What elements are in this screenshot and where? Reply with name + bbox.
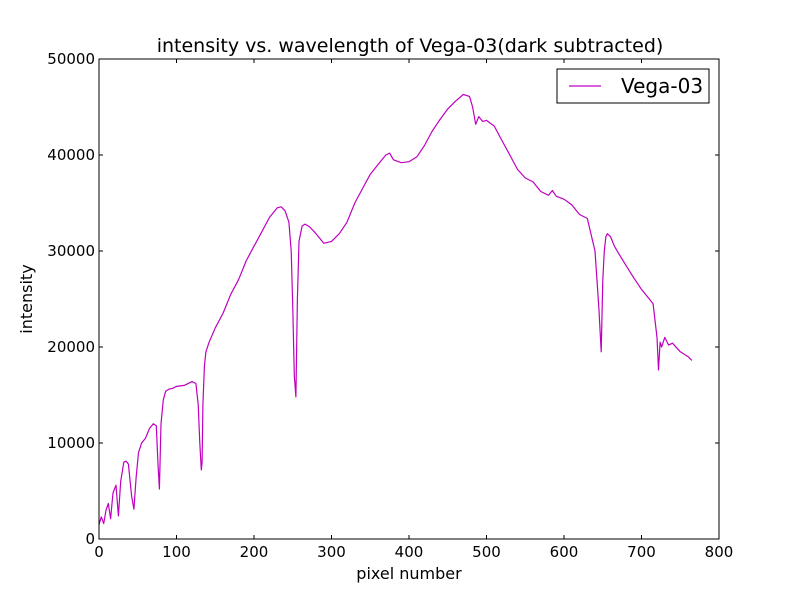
- x-axis-label: pixel number: [356, 564, 462, 583]
- x-tick-label: 600: [550, 543, 579, 561]
- x-tick-label: 0: [94, 543, 104, 561]
- plot-area: 0 100 200 300 400 500 600 700 800 0 10000 20000 3000…: [47, 50, 733, 561]
- x-tick-label: 800: [705, 543, 734, 561]
- x-tick-label: 500: [472, 543, 501, 561]
- plot-frame: [98, 58, 720, 540]
- series-line-0: [98, 93, 693, 525]
- y-tick-label: 40000: [47, 146, 95, 164]
- y-tick-label: 20000: [47, 338, 95, 356]
- x-tick-label: 100: [162, 543, 191, 561]
- y-tick-label: 30000: [47, 242, 95, 260]
- y-tick-label: 50000: [47, 50, 95, 68]
- x-tick-label: 700: [627, 543, 656, 561]
- chart-title: intensity vs. wavelength of Vega-03(dark…: [157, 35, 664, 57]
- legend-label: Vega-03: [621, 74, 703, 98]
- y-tick-label: 10000: [47, 434, 95, 452]
- y-axis-label: intensity: [17, 264, 36, 333]
- x-tick-label: 200: [240, 543, 269, 561]
- y-tick-label: 0: [85, 530, 95, 548]
- x-tick-label: 400: [395, 543, 424, 561]
- x-tick-label: 300: [317, 543, 346, 561]
